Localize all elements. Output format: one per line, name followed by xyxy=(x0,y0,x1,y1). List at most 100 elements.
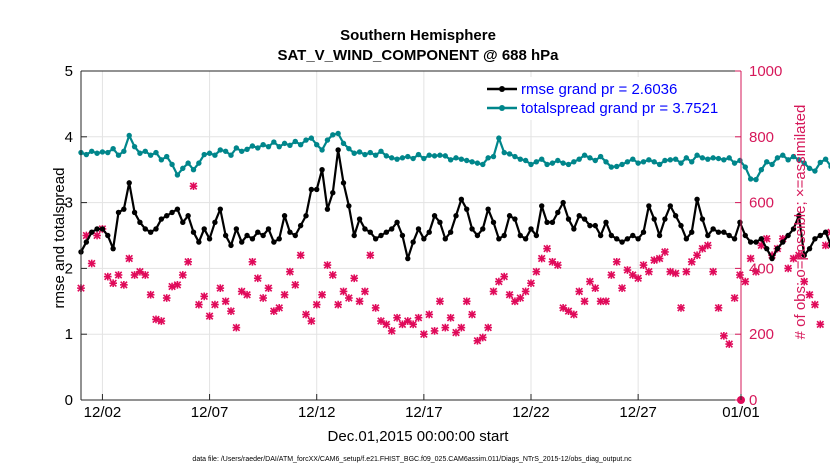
obs-point xyxy=(687,257,696,266)
spread-point xyxy=(442,153,448,159)
obs-point xyxy=(93,231,101,240)
spread-point xyxy=(362,151,368,158)
rmse-point xyxy=(651,216,657,222)
x-tick-label: 12/07 xyxy=(191,404,229,421)
rmse-point xyxy=(555,209,561,216)
obs-point xyxy=(816,320,825,329)
obs-point xyxy=(157,317,166,325)
y-left-tick-label: 1 xyxy=(65,326,73,343)
obs-point xyxy=(323,261,332,269)
rmse-point xyxy=(512,216,518,222)
rmse-point xyxy=(453,213,459,219)
obs-point xyxy=(468,310,476,319)
y-axis-right-label: # of obs: o=possible; ×=assimilated xyxy=(792,105,809,340)
spread-point xyxy=(624,159,631,165)
obs-point xyxy=(553,261,562,269)
obs-point xyxy=(505,290,514,299)
rmse-point xyxy=(689,229,695,235)
obs-point xyxy=(714,304,723,312)
rmse-point xyxy=(115,209,122,216)
spread-point xyxy=(614,163,620,170)
rmse-point xyxy=(121,206,127,212)
rmse-point xyxy=(415,226,422,232)
obs-point xyxy=(232,323,241,332)
rmse-point xyxy=(378,232,384,239)
obs-point xyxy=(420,330,428,339)
spread-point xyxy=(346,145,352,152)
rmse-point xyxy=(206,236,213,242)
spread-point xyxy=(287,142,293,149)
spread-point xyxy=(549,160,556,166)
spread-point xyxy=(587,155,593,161)
spread-point xyxy=(812,168,818,174)
spread-point xyxy=(753,176,759,183)
spread-point xyxy=(737,157,743,164)
rmse-point xyxy=(544,219,550,226)
obs-point xyxy=(307,317,316,325)
obs-point xyxy=(677,304,685,312)
rmse-point xyxy=(399,232,406,239)
rmse-point xyxy=(244,232,250,239)
spread-point xyxy=(555,157,561,164)
obs-point xyxy=(543,244,551,253)
spread-point xyxy=(260,141,266,148)
rmse-point xyxy=(158,216,165,222)
obs-point xyxy=(570,310,578,319)
spread-point xyxy=(764,159,770,165)
rmse-point xyxy=(608,232,615,239)
spread-point xyxy=(522,157,529,164)
obs-point xyxy=(286,267,294,276)
rmse-point xyxy=(292,232,298,239)
rmse-point xyxy=(656,232,663,239)
spread-point xyxy=(217,147,223,153)
rmse-point xyxy=(239,239,245,245)
x-tick-label: 12/02 xyxy=(84,404,122,421)
x-tick-label: 12/12 xyxy=(298,404,336,421)
spread-point xyxy=(126,132,132,139)
obs-point xyxy=(521,287,530,296)
obs-point xyxy=(393,313,401,322)
obs-point xyxy=(414,313,423,322)
legend-spread-marker xyxy=(499,105,505,111)
rmse-point xyxy=(196,239,202,245)
spread-point xyxy=(646,157,652,163)
rmse-point xyxy=(437,219,443,226)
rmse-point xyxy=(303,213,309,219)
obs-point xyxy=(146,290,155,299)
obs-point xyxy=(693,251,701,260)
obs-point xyxy=(339,287,348,296)
spread-point xyxy=(99,149,106,155)
rmse-point xyxy=(485,206,491,212)
obs-point xyxy=(827,228,830,236)
y-left-tick-label: 3 xyxy=(65,195,73,212)
spread-point xyxy=(426,152,432,158)
obs-point xyxy=(639,261,648,269)
obs-series xyxy=(77,182,830,404)
obs-point xyxy=(173,281,182,289)
obs-point xyxy=(607,271,616,279)
obs-point xyxy=(746,254,755,263)
spread-point xyxy=(726,155,732,161)
y-right-tick-label: 800 xyxy=(749,129,774,146)
obs-point xyxy=(243,290,251,299)
spread-point xyxy=(314,141,320,148)
rmse-point xyxy=(571,226,577,232)
obs-point xyxy=(302,310,310,319)
obs-point xyxy=(586,277,594,286)
spread-point xyxy=(640,159,647,165)
spread-point xyxy=(303,137,309,143)
spread-point xyxy=(731,160,738,166)
spread-point xyxy=(147,152,154,158)
spread-point xyxy=(389,155,395,161)
spread-point xyxy=(501,149,507,156)
rmse-point xyxy=(678,222,684,229)
spread-point xyxy=(597,153,604,160)
rmse-point xyxy=(442,236,448,242)
spread-point xyxy=(801,160,807,166)
spread-point xyxy=(822,156,829,162)
y-left-tick-label: 5 xyxy=(65,63,73,80)
y-left-tick-label: 2 xyxy=(65,260,73,277)
obs-point xyxy=(602,297,610,306)
rmse-point xyxy=(565,216,572,222)
obs-point xyxy=(178,271,187,279)
